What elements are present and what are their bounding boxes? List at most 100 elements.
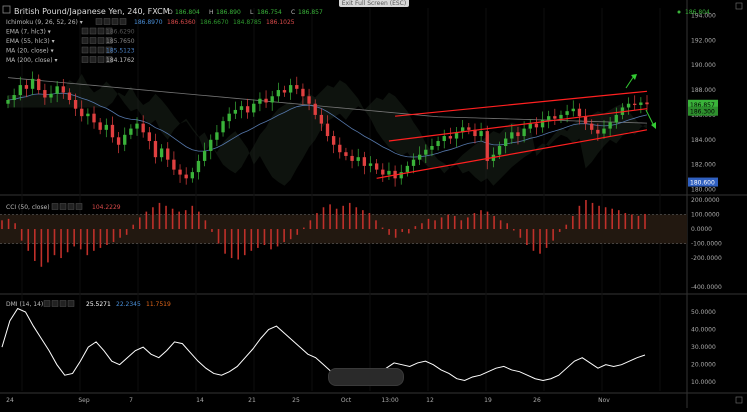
- indicator-control-icon[interactable]: [81, 37, 89, 44]
- indicator-control-icon[interactable]: [111, 18, 119, 25]
- candle-body: [67, 92, 72, 100]
- candle-body: [18, 85, 22, 96]
- price-tick-label: 190.000: [691, 62, 716, 69]
- candle-body: [553, 116, 557, 119]
- candle-body: [196, 160, 201, 173]
- candle-body: [485, 131, 489, 161]
- candle-body: [30, 78, 35, 89]
- axis-settings-icon[interactable]: [735, 396, 743, 404]
- indicator-control-icon[interactable]: [103, 18, 111, 25]
- candle-body: [239, 106, 244, 110]
- candle-body: [608, 122, 612, 129]
- indicator-control-icon[interactable]: [105, 27, 113, 35]
- candle-body: [135, 123, 139, 129]
- candle-body: [626, 103, 631, 108]
- candle-body: [24, 85, 29, 89]
- indicator-value: 185.5123: [106, 48, 135, 55]
- cci-control-icon[interactable]: [59, 203, 67, 210]
- candle-body: [522, 128, 526, 137]
- indicator-control-icon[interactable]: [89, 46, 97, 54]
- dmi-tick-label: 20.0000: [691, 362, 716, 369]
- cci-value: 104.2229: [92, 204, 121, 211]
- indicator-control-icon[interactable]: [119, 18, 127, 25]
- breakout-down-arrow: [645, 109, 655, 127]
- cci-tick-label: -100.0000: [691, 241, 722, 248]
- indicator-value: 184.1762: [106, 57, 135, 64]
- dmi-tick-label: 40.0000: [691, 327, 716, 334]
- dmi-control-icon[interactable]: [59, 300, 67, 307]
- indicator-control-icon[interactable]: [81, 56, 89, 63]
- exit-fullscreen-button[interactable]: Exit Full Screen (ESC): [339, 0, 409, 7]
- candle-body: [411, 159, 416, 166]
- indicator-label[interactable]: MA (200, close) ▾: [6, 57, 58, 64]
- candle-body: [295, 85, 299, 89]
- candle-body: [424, 149, 428, 155]
- cci-tick-label: 100.0000: [691, 212, 720, 219]
- candle-body: [86, 113, 90, 117]
- candle-body: [516, 132, 520, 137]
- indicator-label[interactable]: EMA (7, hlc3) ▾: [6, 29, 51, 36]
- price-tick-label: 188.000: [691, 87, 716, 94]
- candle-body: [504, 138, 508, 146]
- candle-body: [547, 116, 551, 120]
- candle-body: [590, 123, 594, 130]
- candle-body: [178, 169, 182, 175]
- low-marker-label: 180.600: [690, 180, 715, 187]
- candle-body: [387, 170, 391, 175]
- candle-body: [313, 103, 317, 115]
- indicator-control-icon[interactable]: [97, 27, 105, 35]
- indicator-label[interactable]: EMA (55, hlc3) ▾: [6, 38, 55, 45]
- cci-label: CCI (50, close): [6, 204, 50, 211]
- indicator-control-icon[interactable]: [89, 27, 97, 35]
- indicator-value: 185.7650: [106, 38, 135, 45]
- candle-body: [147, 132, 151, 142]
- candle-body: [116, 137, 121, 145]
- dmi-value: 25.5271: [86, 301, 111, 308]
- candle-body: [639, 102, 643, 105]
- indicator-value: 184.8785: [233, 19, 262, 26]
- symbol-icon[interactable]: [2, 5, 11, 14]
- indicator-control-icon[interactable]: [97, 46, 105, 54]
- indicator-control-icon[interactable]: [105, 37, 113, 44]
- candle-body: [602, 128, 606, 134]
- cci-control-icon[interactable]: [51, 203, 59, 210]
- indicator-control-icon[interactable]: [97, 37, 105, 44]
- candle-body: [233, 109, 238, 114]
- breakout-up-arrow: [625, 75, 635, 89]
- indicator-control-icon[interactable]: [105, 46, 113, 54]
- cci-control-icon[interactable]: [75, 203, 83, 210]
- ohlc-label-H: H: [209, 9, 214, 16]
- indicator-label[interactable]: MA (20, close) ▾: [6, 48, 54, 55]
- indicator-control-icon[interactable]: [97, 56, 105, 63]
- dmi-control-icon[interactable]: [67, 300, 75, 307]
- dmi-control-icon[interactable]: [51, 300, 59, 307]
- settings-icon[interactable]: [735, 2, 743, 10]
- candle-body: [633, 103, 637, 105]
- candle-body: [374, 163, 379, 170]
- dmi-control-icon[interactable]: [43, 300, 51, 307]
- candle-body: [479, 131, 483, 137]
- candle-body: [473, 129, 477, 137]
- time-axis-label: 13:00: [381, 397, 398, 404]
- indicator-control-icon[interactable]: [95, 18, 103, 25]
- indicator-control-icon[interactable]: [105, 56, 113, 63]
- candle-body: [276, 90, 281, 97]
- candle-body: [399, 172, 403, 179]
- candle-body: [43, 90, 47, 98]
- ohlc-label-C: C: [291, 9, 295, 16]
- indicator-control-icon[interactable]: [81, 27, 89, 35]
- candle-body: [614, 114, 618, 123]
- ohlc-value-C: 186.857: [298, 9, 323, 16]
- cci-control-icon[interactable]: [67, 203, 75, 210]
- indicator-label[interactable]: Ichimoku (9, 26, 52, 26) ▾: [6, 19, 83, 26]
- candle-body: [577, 108, 582, 117]
- indicator-control-icon[interactable]: [89, 56, 97, 63]
- indicator-control-icon[interactable]: [89, 37, 97, 44]
- indicator-control-icon[interactable]: [81, 46, 89, 54]
- candle-body: [6, 100, 10, 104]
- time-axis-label: 12: [426, 397, 434, 404]
- candle-body: [381, 169, 385, 175]
- candle-body: [92, 113, 96, 123]
- candle-body: [571, 108, 575, 112]
